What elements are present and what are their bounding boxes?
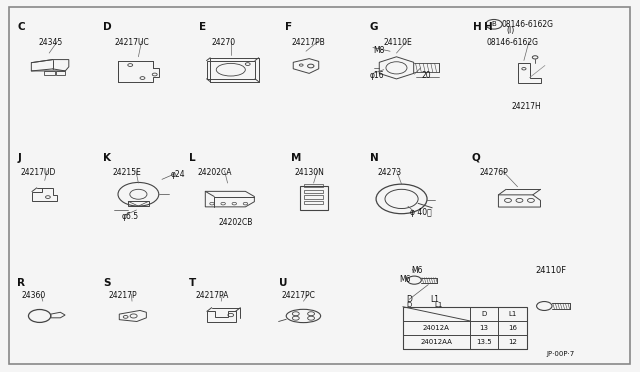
Text: 24012AA: 24012AA — [420, 339, 452, 345]
Text: 24273: 24273 — [378, 167, 401, 177]
Text: 24202CB: 24202CB — [218, 218, 252, 227]
Text: (I): (I) — [507, 26, 515, 35]
Text: 24217UC: 24217UC — [115, 38, 150, 47]
Text: N: N — [370, 153, 378, 163]
Text: φ16: φ16 — [370, 71, 385, 80]
Text: L1: L1 — [509, 311, 517, 317]
Text: 13: 13 — [479, 325, 488, 331]
Text: 24270: 24270 — [212, 38, 236, 47]
Bar — [300, 186, 328, 210]
Bar — [304, 201, 323, 204]
Text: 24217PC: 24217PC — [282, 291, 316, 300]
Text: L1: L1 — [435, 302, 443, 308]
Bar — [304, 195, 323, 199]
Text: φ6.5: φ6.5 — [121, 212, 138, 221]
Text: U: U — [278, 278, 287, 288]
Text: 24012A: 24012A — [423, 325, 450, 331]
Text: 12: 12 — [508, 339, 517, 345]
Text: 24130N: 24130N — [294, 167, 324, 177]
Text: 24215E: 24215E — [113, 167, 141, 177]
Text: 24110E: 24110E — [384, 38, 412, 47]
Bar — [304, 190, 323, 193]
Text: 24360: 24360 — [22, 291, 46, 300]
Text: 08146-6162G: 08146-6162G — [487, 38, 539, 47]
Text: C: C — [17, 22, 25, 32]
Text: 24345: 24345 — [38, 38, 63, 47]
Text: S: S — [103, 278, 111, 288]
Text: J: J — [17, 153, 21, 163]
Text: 24217P: 24217P — [108, 291, 137, 300]
Text: L1: L1 — [430, 295, 439, 304]
Text: 24202CA: 24202CA — [198, 167, 232, 177]
Text: 16: 16 — [508, 325, 517, 331]
Text: JP·00P·7: JP·00P·7 — [546, 351, 575, 357]
Text: D: D — [481, 311, 486, 317]
Text: φ 40用: φ 40用 — [410, 208, 432, 217]
Text: H: H — [484, 22, 493, 32]
Text: G: G — [370, 22, 378, 32]
Text: K: K — [103, 153, 111, 163]
Text: M6: M6 — [411, 266, 422, 275]
Text: B: B — [492, 21, 497, 27]
Text: 13.5: 13.5 — [476, 339, 492, 345]
Text: D: D — [406, 302, 412, 308]
Text: 24217PB: 24217PB — [291, 38, 325, 47]
Text: T: T — [189, 278, 196, 288]
Bar — [304, 184, 323, 187]
Text: 08146-6162G: 08146-6162G — [502, 20, 554, 29]
Text: F: F — [285, 22, 292, 32]
Text: D: D — [406, 295, 412, 304]
Text: Q: Q — [472, 153, 481, 163]
Text: 24217UD: 24217UD — [20, 167, 56, 177]
Text: 24217PA: 24217PA — [196, 291, 229, 300]
Text: 24276P: 24276P — [479, 167, 508, 177]
Text: R: R — [17, 278, 26, 288]
Text: 24110F: 24110F — [536, 266, 566, 275]
Text: 20: 20 — [422, 71, 431, 80]
Text: E: E — [199, 22, 206, 32]
Text: H: H — [473, 22, 482, 32]
Bar — [403, 307, 527, 349]
Text: M6: M6 — [399, 275, 411, 283]
Text: L: L — [189, 153, 196, 163]
Text: M: M — [291, 153, 301, 163]
Text: D: D — [103, 22, 112, 32]
Text: M8: M8 — [373, 46, 384, 55]
Text: 24217H: 24217H — [511, 102, 541, 111]
Text: φ24: φ24 — [170, 170, 185, 179]
